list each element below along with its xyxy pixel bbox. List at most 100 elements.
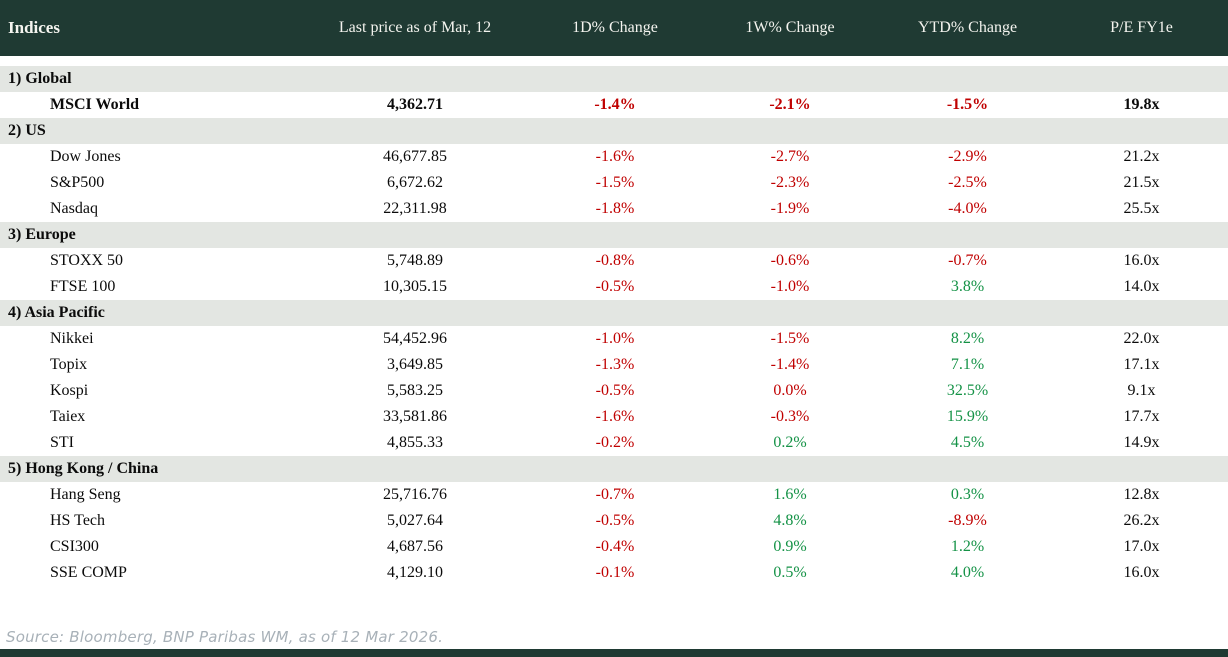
pe-value: 9.1x (1127, 382, 1156, 399)
pe-value: 19.8x (1123, 96, 1160, 113)
change-ytd: 4.5% (950, 434, 985, 451)
pe-value: 16.0x (1123, 252, 1160, 269)
index-name: HS Tech (50, 512, 106, 529)
page-title: Indices (8, 18, 60, 37)
change-1w: -1.0% (770, 278, 810, 295)
index-row: Nasdaq 22,311.98 -1.8% -1.9% -4.0% 25.5x (0, 196, 1228, 222)
section-label: 4) Asia Pacific (8, 304, 105, 321)
change-ytd: 3.8% (950, 278, 985, 295)
last-price: 46,677.85 (383, 148, 447, 165)
change-1d: -1.0% (595, 330, 635, 347)
change-1w: -0.6% (770, 252, 810, 269)
last-price: 4,362.71 (387, 96, 443, 113)
index-row: Hang Seng 25,716.76 -0.7% 1.6% 0.3% 12.8x (0, 482, 1228, 508)
pe-value: 21.2x (1123, 148, 1160, 165)
pe-value: 21.5x (1123, 174, 1160, 191)
change-1d: -0.4% (595, 538, 635, 555)
last-price: 5,748.89 (387, 252, 443, 269)
section-row: 2) US (0, 118, 1228, 144)
section-label: 1) Global (8, 70, 72, 87)
index-name: STI (50, 434, 74, 451)
index-row: MSCI World 4,362.71 -1.4% -2.1% -1.5% 19.8x (0, 92, 1228, 118)
last-price: 25,716.76 (383, 486, 447, 503)
last-price: 5,583.25 (387, 382, 443, 399)
change-ytd: 1.2% (950, 538, 985, 555)
change-1w: 4.8% (773, 512, 807, 529)
change-1w: 0.9% (773, 538, 807, 555)
source-note: Source: Bloomberg, BNP Paribas WM, as of… (6, 628, 444, 646)
index-row: Topix 3,649.85 -1.3% -1.4% 7.1% 17.1x (0, 352, 1228, 378)
pe-value: 17.0x (1123, 538, 1160, 555)
index-name: Hang Seng (50, 486, 121, 503)
index-row: HS Tech 5,027.64 -0.5% 4.8% -8.9% 26.2x (0, 508, 1228, 534)
change-1d: -1.6% (595, 148, 635, 165)
pe-value: 26.2x (1123, 512, 1160, 529)
change-1d: -1.5% (595, 174, 635, 191)
last-price: 10,305.15 (383, 278, 447, 295)
last-price: 54,452.96 (383, 330, 447, 347)
last-price: 4,687.56 (387, 538, 443, 555)
index-name: MSCI World (50, 96, 140, 113)
section-label: 5) Hong Kong / China (8, 460, 159, 477)
change-ytd: -1.5% (946, 96, 989, 113)
pe-value: 12.8x (1123, 486, 1160, 503)
change-ytd: 0.3% (950, 486, 985, 503)
index-name: S&P500 (50, 174, 105, 191)
table-body: 1) Global MSCI World 4,362.71 -1.4% -2.1% -1.… (0, 66, 1228, 586)
change-1d: -0.7% (595, 486, 635, 503)
change-ytd: -2.5% (948, 174, 987, 191)
change-1d: -0.5% (595, 512, 635, 529)
index-name: CSI300 (50, 538, 99, 555)
change-1d: -1.4% (594, 96, 636, 113)
index-row: Kospi 5,583.25 -0.5% 0.0% 32.5% 9.1x (0, 378, 1228, 404)
change-ytd: 4.0% (950, 564, 985, 581)
change-1d: -0.5% (595, 278, 635, 295)
index-name: SSE COMP (50, 564, 127, 581)
change-ytd: 15.9% (946, 408, 989, 425)
change-1w: -2.3% (770, 174, 810, 191)
col-header-pe: P/E FY1e (1110, 19, 1173, 36)
last-price: 6,672.62 (387, 174, 443, 191)
change-1w: -0.3% (770, 408, 810, 425)
section-row: 3) Europe (0, 222, 1228, 248)
pe-value: 17.7x (1123, 408, 1160, 425)
last-price: 5,027.64 (387, 512, 443, 529)
change-1d: -1.6% (595, 408, 635, 425)
index-row: FTSE 100 10,305.15 -0.5% -1.0% 3.8% 14.0x (0, 274, 1228, 300)
col-header-ytd-change: YTD% Change (917, 19, 1018, 36)
change-ytd: -2.9% (948, 148, 987, 165)
index-row: Nikkei 54,452.96 -1.0% -1.5% 8.2% 22.0x (0, 326, 1228, 352)
change-1w: -2.7% (770, 148, 810, 165)
section-label: 2) US (8, 122, 46, 139)
col-header-1d-change: 1D% Change (572, 19, 658, 36)
change-1w: 0.2% (773, 434, 807, 451)
change-ytd: 32.5% (946, 382, 989, 399)
pe-value: 22.0x (1123, 330, 1160, 347)
index-row: STI 4,855.33 -0.2% 0.2% 4.5% 14.9x (0, 430, 1228, 456)
section-row: 1) Global (0, 66, 1228, 92)
bottom-bar (0, 649, 1228, 657)
change-1w: 0.0% (773, 382, 807, 399)
index-name: Nasdaq (50, 200, 98, 217)
last-price: 22,311.98 (383, 200, 447, 217)
change-1d: -0.2% (595, 434, 635, 451)
col-header-last-price: Last price as of Mar, 12 (338, 19, 492, 36)
change-ytd: 7.1% (950, 356, 985, 373)
section-label: 3) Europe (8, 226, 76, 243)
last-price: 4,129.10 (387, 564, 443, 581)
index-row: SSE COMP 4,129.10 -0.1% 0.5% 4.0% 16.0x (0, 560, 1228, 586)
index-row: Dow Jones 46,677.85 -1.6% -2.7% -2.9% 21.2x (0, 144, 1228, 170)
pe-value: 16.0x (1123, 564, 1160, 581)
index-name: Kospi (50, 382, 89, 399)
pe-value: 25.5x (1123, 200, 1160, 217)
change-1d: -1.3% (595, 356, 635, 373)
index-name: FTSE 100 (50, 278, 116, 295)
change-1d: -1.8% (595, 200, 635, 217)
change-ytd: 8.2% (950, 330, 985, 347)
section-row: 5) Hong Kong / China (0, 456, 1228, 482)
pe-value: 14.9x (1123, 434, 1160, 451)
index-name: Nikkei (50, 330, 94, 347)
last-price: 33,581.86 (383, 408, 447, 425)
change-1w: -1.5% (770, 330, 810, 347)
